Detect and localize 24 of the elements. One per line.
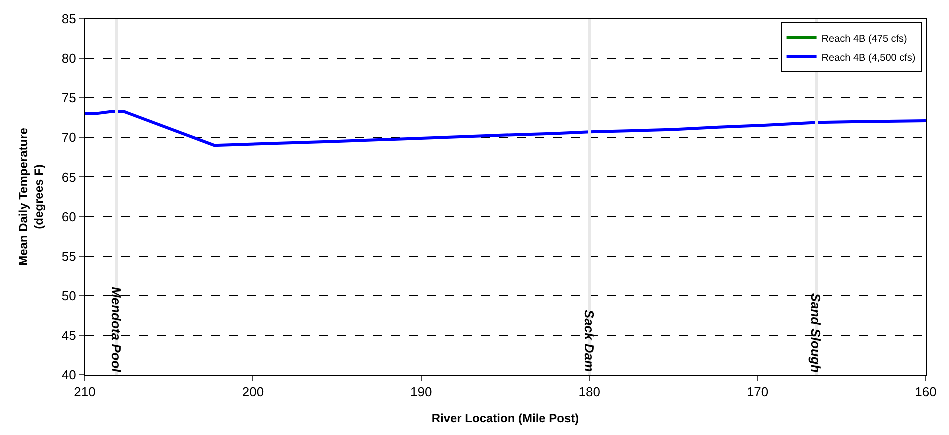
x-tick-label: 170 xyxy=(746,384,769,400)
y-tick-label: 65 xyxy=(62,170,76,185)
y-tick-label: 50 xyxy=(62,288,76,304)
x-tick-label: 200 xyxy=(242,384,264,400)
y-tick-label: 55 xyxy=(62,248,76,264)
y-tick-label: 70 xyxy=(62,130,76,146)
line-series xyxy=(85,110,926,148)
ref-line-label: Sack Dam xyxy=(582,310,598,372)
y-tick-label: 80 xyxy=(62,51,76,66)
legend-label: Reach 4B (475 cfs) xyxy=(822,34,908,45)
ref-line-label: Mendota Pool xyxy=(108,287,124,373)
x-tick-label: 190 xyxy=(410,384,432,400)
x-axis-title: River Location (Mile Post) xyxy=(432,412,580,426)
ref-line-label: Sand Slough xyxy=(808,293,824,373)
y-tick-label: 45 xyxy=(62,328,76,343)
y-axis-title: Mean Daily Temperature (degrees F) xyxy=(16,128,46,266)
x-tick-label: 210 xyxy=(74,384,96,400)
x-tick-label: 180 xyxy=(578,384,600,400)
y-tick-label: 75 xyxy=(62,90,76,106)
legend-label: Reach 4B (4,500 cfs) xyxy=(822,52,916,64)
y-tick-label: 85 xyxy=(62,12,76,27)
x-tick-label: 160 xyxy=(915,384,937,400)
y-tick-label: 40 xyxy=(62,368,76,383)
y-tick-label: 60 xyxy=(62,209,76,224)
